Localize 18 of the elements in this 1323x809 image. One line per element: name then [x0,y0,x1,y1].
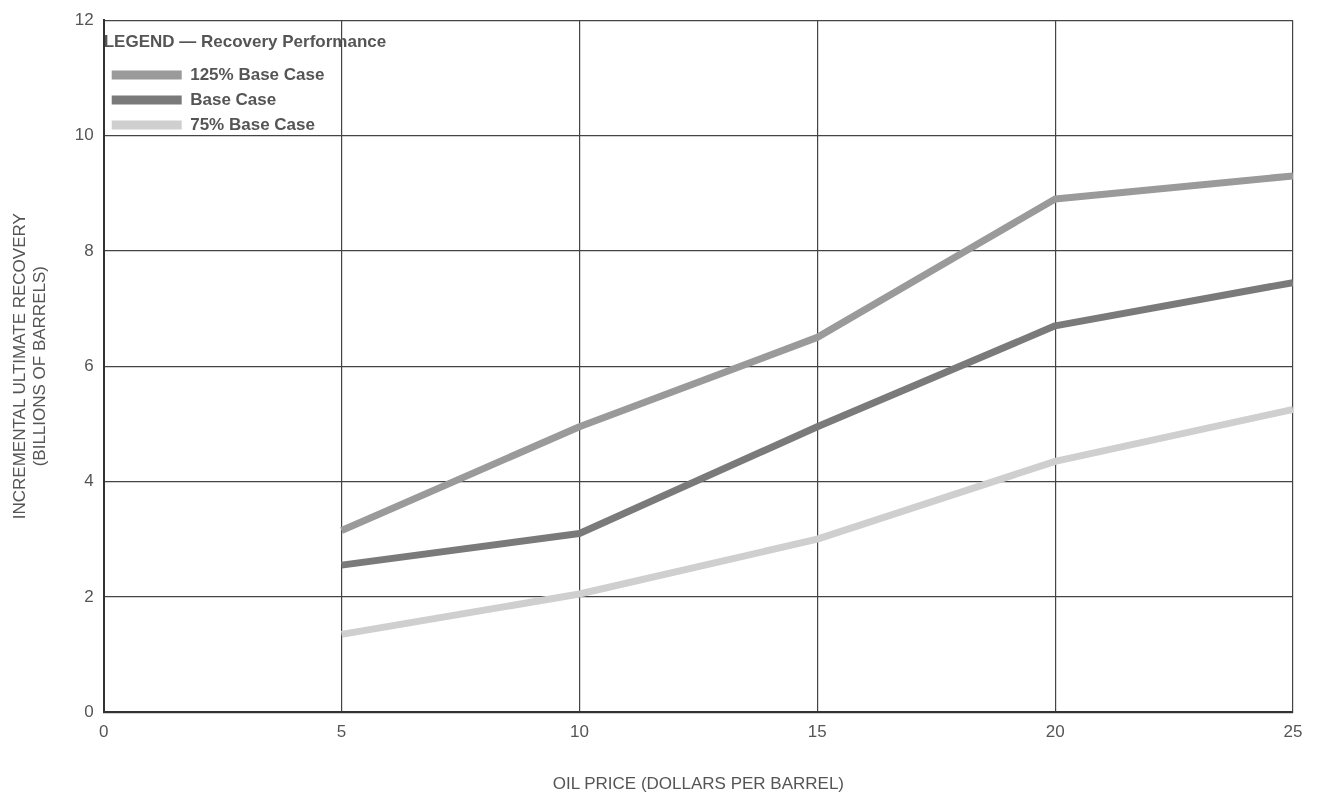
legend-label: 125% Base Case [190,64,325,84]
y-tick-label: 6 [84,355,94,375]
x-tick-label: 0 [98,722,109,742]
x-tick-label: 15 [807,722,827,742]
y-tick-label: 8 [84,240,94,260]
y-tick-label: 0 [84,701,94,721]
x-tick-label: 5 [336,722,347,742]
x-tick-label: 20 [1045,722,1065,742]
x-tick-label: 10 [569,722,589,742]
y-tick-label: 10 [74,125,94,145]
y-tick-label: 4 [84,471,94,491]
y-tick-label: 2 [84,586,94,606]
legend-label: Base Case [190,89,277,109]
x-axis-title: OIL PRICE (DOLLARS PER BARREL) [552,774,844,794]
y-axis-title: INCREMENTAL ULTIMATE RECOVERY (BILLIONS OF BARRELS) [9,213,50,520]
x-tick-label: 25 [1283,722,1303,742]
legend-label: 75% Base Case [190,114,315,134]
y-tick-label: 12 [74,9,94,29]
